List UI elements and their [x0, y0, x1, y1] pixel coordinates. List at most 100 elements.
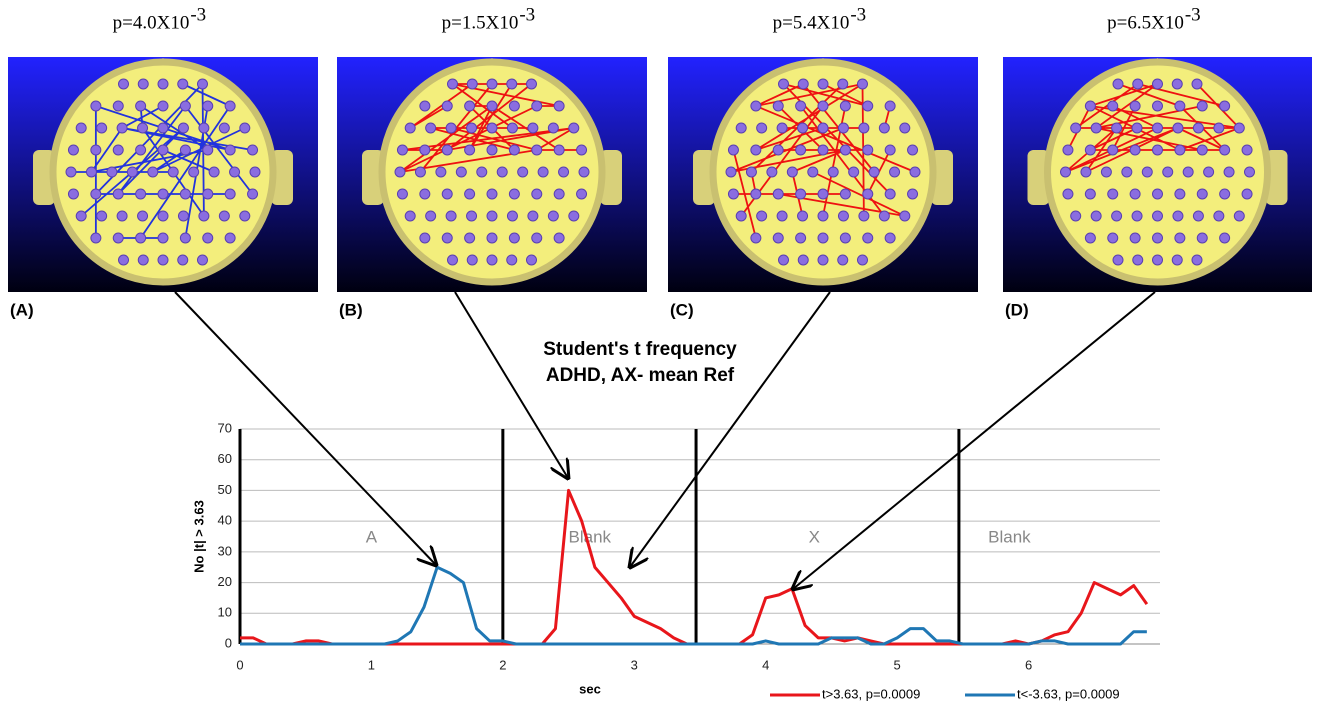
- ear: [1027, 150, 1050, 205]
- electrode: [1196, 188, 1208, 200]
- electrode: [202, 144, 214, 156]
- electrode: [795, 100, 807, 112]
- p-value: p=1.5X10: [442, 12, 519, 33]
- electrode: [96, 210, 108, 222]
- electrode: [179, 188, 191, 200]
- electrode: [1152, 254, 1163, 266]
- chart-title: ADHD, AX- mean Ref: [546, 365, 735, 386]
- electrode: [1107, 100, 1119, 112]
- electrode: [553, 188, 565, 200]
- electrode: [177, 254, 189, 266]
- electrode: [878, 122, 890, 134]
- electrode: [750, 188, 762, 200]
- electrode: [1107, 144, 1119, 156]
- electrode: [486, 122, 498, 134]
- electrode: [884, 188, 896, 200]
- electrode: [889, 166, 901, 178]
- electrode: [116, 122, 128, 134]
- electrode: [856, 254, 868, 266]
- electrode: [839, 100, 851, 112]
- electrode: [1111, 210, 1123, 222]
- electrode: [750, 100, 762, 112]
- p-exponent: -3: [850, 4, 866, 25]
- electrode: [118, 78, 130, 90]
- electrode: [247, 188, 259, 200]
- electrode: [848, 166, 860, 178]
- electrode: [837, 78, 849, 90]
- electrode: [486, 188, 498, 200]
- electrode: [817, 210, 829, 222]
- electrode: [553, 100, 565, 112]
- electrode: [466, 78, 478, 90]
- electrode: [1196, 232, 1208, 244]
- electrode: [419, 188, 431, 200]
- electrode: [862, 100, 874, 112]
- electrode: [506, 78, 518, 90]
- electrode: [735, 210, 747, 222]
- electrode: [1132, 78, 1144, 90]
- electrode: [1174, 188, 1186, 200]
- electrode: [247, 144, 259, 156]
- electrode: [1084, 100, 1096, 112]
- electrode: [508, 144, 520, 156]
- electrode: [196, 78, 208, 90]
- electrode: [1070, 122, 1082, 134]
- x-tick-label: 3: [631, 657, 638, 672]
- electrode: [441, 144, 453, 156]
- electrode: [1213, 122, 1225, 134]
- electrode: [817, 144, 829, 156]
- y-tick-label: 20: [218, 574, 232, 589]
- electrode: [1112, 78, 1124, 90]
- electrode: [239, 210, 251, 222]
- electrode: [1131, 122, 1143, 134]
- electrode: [486, 78, 498, 90]
- electrode: [868, 166, 880, 178]
- electrode: [517, 166, 529, 178]
- electrode: [772, 232, 784, 244]
- ear: [600, 150, 622, 205]
- electrode: [455, 166, 467, 178]
- electrode: [797, 122, 809, 134]
- x-axis-label: sec: [579, 681, 601, 696]
- electrode: [1219, 144, 1231, 156]
- x-tick-label: 1: [368, 657, 375, 672]
- electrode: [177, 122, 189, 134]
- electrode: [727, 144, 739, 156]
- electrode: [756, 210, 768, 222]
- electrode: [1174, 100, 1186, 112]
- electrode: [1141, 166, 1153, 178]
- electrode: [425, 210, 437, 222]
- electrode: [90, 100, 102, 112]
- electrode: [537, 166, 549, 178]
- electrode: [126, 166, 138, 178]
- electrode: [817, 188, 829, 200]
- electrode: [839, 232, 851, 244]
- electrode: [1213, 210, 1225, 222]
- electrode: [1152, 122, 1163, 134]
- phase-label: A: [366, 527, 378, 546]
- electrode: [396, 144, 408, 156]
- head: [1044, 58, 1271, 286]
- electrode: [135, 100, 147, 112]
- electrode: [435, 166, 447, 178]
- electrode: [1112, 254, 1124, 266]
- electrode: [476, 166, 488, 178]
- electrode: [735, 122, 747, 134]
- electrode: [766, 166, 778, 178]
- electrode: [112, 232, 124, 244]
- electrode: [106, 166, 118, 178]
- y-tick-label: 0: [225, 635, 232, 650]
- electrode: [208, 166, 220, 178]
- electrode: [1192, 210, 1204, 222]
- electrode: [862, 232, 874, 244]
- electrode: [1152, 210, 1163, 222]
- electrode: [797, 78, 809, 90]
- electrode: [486, 144, 498, 156]
- electrode: [445, 122, 457, 134]
- x-tick-label: 6: [1025, 657, 1032, 672]
- electrode: [884, 144, 896, 156]
- electrode: [447, 78, 459, 90]
- electrode: [441, 232, 453, 244]
- electrode: [1233, 122, 1245, 134]
- p-value: p=4.0X10: [113, 12, 190, 33]
